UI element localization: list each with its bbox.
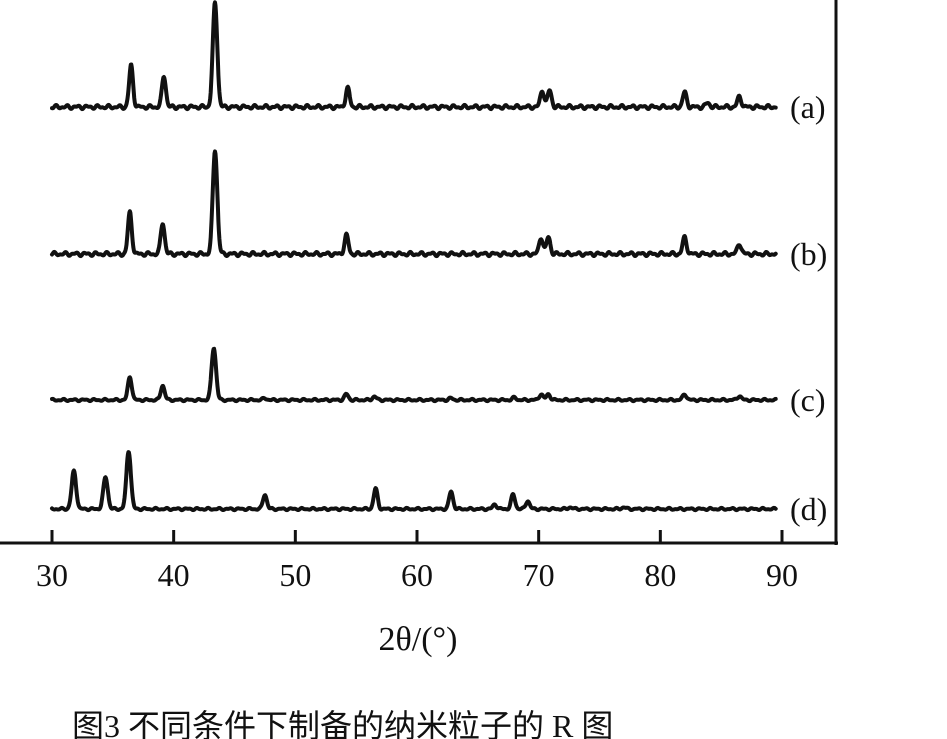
figure-caption: 图3 不同条件下制备的纳米粒子的 R 图 [72,708,613,739]
x-tick-label: 80 [644,557,676,593]
x-tick-label: 30 [36,557,68,593]
series-labels: (a) (b) (c) (d) [790,89,827,527]
series-label: (d) [790,491,827,527]
series-trace-c [50,346,778,404]
axes [0,0,838,545]
x-axis-label: 2θ/(°) [379,621,458,658]
traces [50,0,778,513]
x-tick-label: 90 [766,557,798,593]
series-trace-d [50,450,778,513]
series-label: (b) [790,236,827,272]
tick-marks [50,530,784,543]
series-label: (c) [790,382,826,418]
series-trace-b [50,149,778,259]
x-tick-label: 60 [401,557,433,593]
x-tick-label: 70 [523,557,555,593]
series-label: (a) [790,89,826,125]
series-trace-a [50,0,778,112]
x-tick-label: 40 [158,557,190,593]
tick-labels: 30 40 50 60 70 80 90 [36,557,798,593]
x-tick-label: 50 [279,557,311,593]
